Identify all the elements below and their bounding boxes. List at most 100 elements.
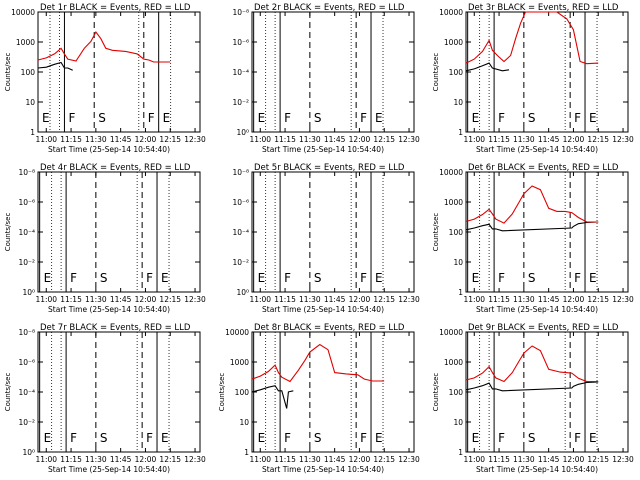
y-tick-label: 10: [25, 98, 35, 107]
x-tick-label: 11:00: [35, 455, 57, 464]
marker-label-f: F: [284, 431, 291, 445]
x-tick-label: 12:00: [135, 135, 157, 144]
x-tick-label: 11:30: [85, 135, 107, 144]
series-line-events: [251, 385, 294, 409]
x-axis-label: Start Time (25-Sep-14 10:54:40): [476, 145, 598, 154]
y-tick-label: 10⁻²: [232, 258, 249, 267]
y-tick-label: 10⁻⁴: [18, 228, 35, 237]
x-tick-label: 12:15: [159, 455, 181, 464]
y-tick-label: 1000: [16, 38, 35, 47]
x-tick-label: 12:30: [184, 135, 206, 144]
chart-title: Det 4r BLACK = Events, RED = LLD: [40, 163, 191, 173]
marker-label-f: F: [284, 271, 291, 285]
x-tick-label: 11:15: [488, 135, 510, 144]
plot-frame: [251, 171, 415, 293]
x-tick-label: 12:30: [184, 295, 206, 304]
x-tick-label: 12:00: [349, 295, 371, 304]
plot-frame: [37, 171, 201, 293]
y-tick-label: 10: [453, 98, 463, 107]
marker-label-f: F: [68, 111, 75, 125]
x-tick-label: 12:00: [349, 135, 371, 144]
marker-label-e: E: [44, 271, 52, 285]
marker-label-f: F: [498, 271, 505, 285]
marker-label-e: E: [375, 111, 383, 125]
x-tick-label: 11:45: [324, 135, 346, 144]
x-tick-label: 11:30: [299, 455, 321, 464]
marker-label-f: F: [360, 431, 367, 445]
series-line-lld: [465, 11, 599, 65]
x-tick-label: 11:30: [299, 135, 321, 144]
x-tick-label: 12:15: [159, 295, 181, 304]
y-tick-label: 1000: [444, 358, 463, 367]
marker-label-e: E: [472, 111, 480, 125]
y-tick-label: 10⁻⁴: [18, 388, 35, 397]
chart-title: Det 8r BLACK = Events, RED = LLD: [254, 323, 405, 333]
marker-label-s: S: [314, 431, 322, 445]
x-tick-label: 12:30: [612, 455, 634, 464]
marker-label-f: F: [360, 111, 367, 125]
x-tick-label: 11:30: [85, 455, 107, 464]
x-tick-label: 11:45: [324, 455, 346, 464]
x-tick-label: 12:15: [373, 295, 395, 304]
x-tick-label: 12:15: [587, 135, 609, 144]
marker-label-s: S: [528, 271, 536, 285]
x-tick-label: 11:30: [513, 135, 535, 144]
plot-frame: [251, 331, 415, 453]
marker-label-e: E: [375, 431, 383, 445]
marker-label-e: E: [258, 271, 266, 285]
x-tick-label: 11:15: [274, 455, 296, 464]
x-tick-label: 11:45: [110, 135, 132, 144]
y-axis-label: Counts/sec: [432, 373, 440, 412]
marker-label-e: E: [472, 431, 480, 445]
y-tick-label: 10⁰: [22, 288, 35, 297]
x-tick-label: 12:15: [587, 455, 609, 464]
y-axis-label: Counts/sec: [4, 373, 12, 412]
x-tick-label: 11:15: [488, 455, 510, 464]
marker-label-s: S: [528, 111, 536, 125]
marker-label-e: E: [42, 111, 50, 125]
y-tick-label: 10: [239, 418, 249, 427]
x-tick-label: 11:00: [463, 135, 485, 144]
marker-label-s: S: [528, 431, 536, 445]
y-tick-label: 100: [235, 388, 250, 397]
plot-frame: [251, 11, 415, 133]
x-tick-label: 11:00: [35, 295, 57, 304]
y-tick-label: 1000: [230, 358, 249, 367]
y-tick-label: 1: [244, 448, 249, 457]
y-tick-label: 10⁻⁸: [232, 168, 249, 177]
marker-label-f: F: [498, 431, 505, 445]
series-line-lld: [37, 30, 171, 63]
y-tick-label: 10⁰: [22, 448, 35, 457]
y-tick-label: 10⁻⁶: [232, 38, 249, 47]
y-tick-label: 10000: [439, 328, 463, 337]
x-tick-label: 11:15: [488, 295, 510, 304]
y-axis-label: Counts/sec: [432, 213, 440, 252]
marker-label-f: F: [70, 431, 77, 445]
marker-label-f: F: [146, 431, 153, 445]
x-tick-label: 11:15: [274, 295, 296, 304]
marker-label-e: E: [589, 271, 597, 285]
marker-label-f: F: [574, 431, 581, 445]
marker-label-f: F: [498, 111, 505, 125]
x-tick-label: 12:30: [612, 135, 634, 144]
x-tick-label: 12:00: [563, 455, 585, 464]
x-tick-label: 12:00: [349, 455, 371, 464]
marker-label-e: E: [161, 271, 169, 285]
y-tick-label: 10⁻⁸: [232, 8, 249, 17]
x-tick-label: 12:15: [587, 295, 609, 304]
plot-frame: [465, 11, 629, 133]
y-tick-label: 100: [449, 228, 464, 237]
marker-label-s: S: [314, 271, 322, 285]
marker-label-f: F: [574, 111, 581, 125]
x-tick-label: 11:45: [538, 455, 560, 464]
marker-label-f: F: [360, 271, 367, 285]
x-tick-label: 11:30: [299, 295, 321, 304]
x-tick-label: 11:00: [249, 295, 271, 304]
y-axis-label: Counts/sec: [218, 373, 226, 412]
